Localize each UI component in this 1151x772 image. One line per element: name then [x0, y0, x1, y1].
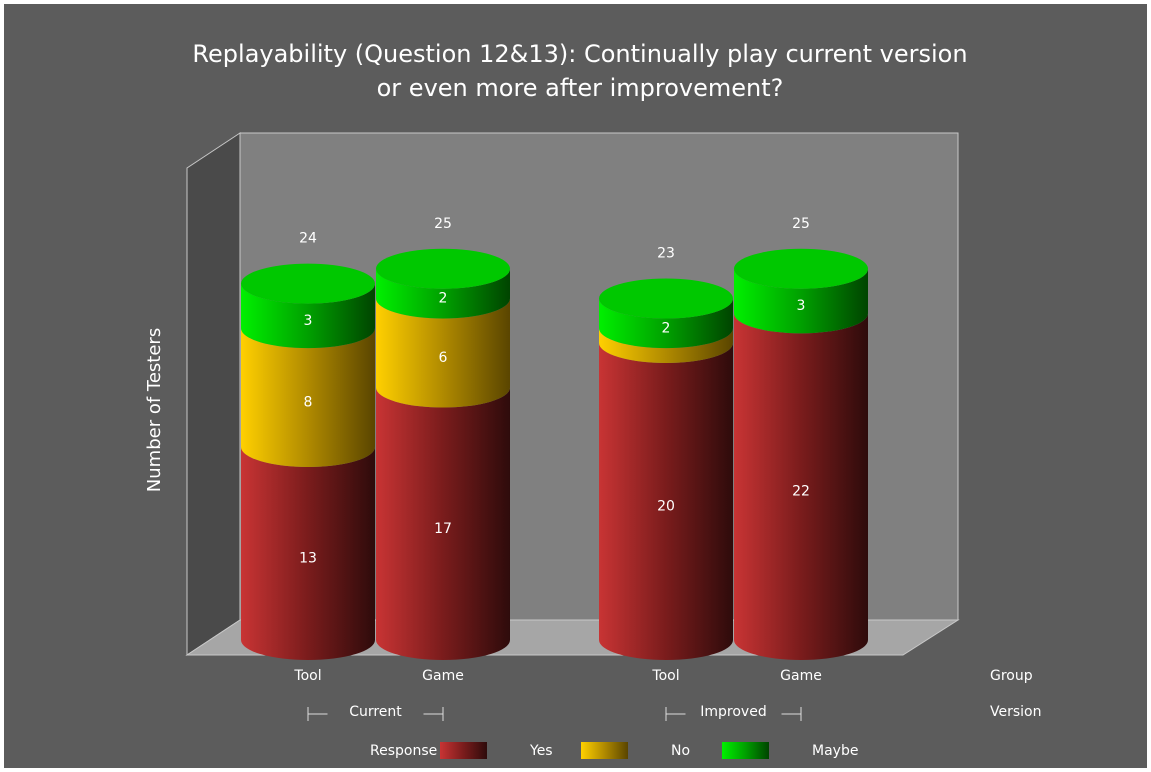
side-wall [186, 132, 241, 656]
total-label: 25 [434, 216, 452, 232]
legend-swatch [722, 742, 769, 759]
data-label: 3 [797, 298, 806, 314]
data-label: 6 [439, 350, 448, 366]
legend-title: Response [370, 743, 437, 759]
cylinder-segment [599, 343, 733, 660]
y-axis-label: Number of Testers [144, 328, 165, 492]
cylinder-segment [376, 298, 510, 408]
x-tick-label: Tool [293, 668, 321, 684]
cylinder-segment [734, 313, 868, 660]
total-label: 24 [299, 231, 317, 247]
cylinder-top [376, 248, 510, 289]
cylinder-top [599, 278, 733, 319]
data-label: 20 [657, 499, 675, 515]
group-label: Current [349, 704, 402, 720]
data-label: 13 [299, 550, 317, 566]
legend-label: Maybe [812, 743, 858, 759]
data-label: 2 [439, 291, 448, 307]
group-axis-label: Version [990, 704, 1041, 720]
chart-title: Replayability (Question 12&13): Continua… [192, 40, 967, 68]
group-label: Improved [700, 704, 766, 720]
total-label: 23 [657, 245, 675, 261]
cylinder-segment [599, 298, 733, 349]
cylinder-segment [734, 268, 868, 334]
cylinder-segment [376, 268, 510, 319]
data-label: 8 [304, 395, 313, 411]
cylinder-top [734, 248, 868, 289]
cylinder-segment [241, 328, 375, 467]
data-label: 3 [304, 313, 313, 329]
cylinder-top [241, 263, 375, 304]
legend-swatch [581, 742, 628, 759]
data-label: 2 [662, 320, 671, 336]
total-label: 25 [792, 216, 810, 232]
legend-label: Yes [529, 743, 553, 759]
x-tick-label: Game [422, 668, 464, 684]
chart-title: or even more after improvement? [377, 74, 784, 102]
data-label: 22 [792, 484, 810, 500]
cylinder-segment [376, 387, 510, 660]
category-axis-label: Group [990, 668, 1033, 684]
legend-label: No [671, 743, 690, 759]
x-tick-label: Game [780, 668, 822, 684]
x-tick-label: Tool [651, 668, 679, 684]
data-label: 17 [434, 521, 452, 537]
cylinder-segment [599, 328, 733, 364]
cylinder-segment [241, 446, 375, 660]
legend-swatch [440, 742, 487, 759]
cylinder-segment [241, 283, 375, 349]
